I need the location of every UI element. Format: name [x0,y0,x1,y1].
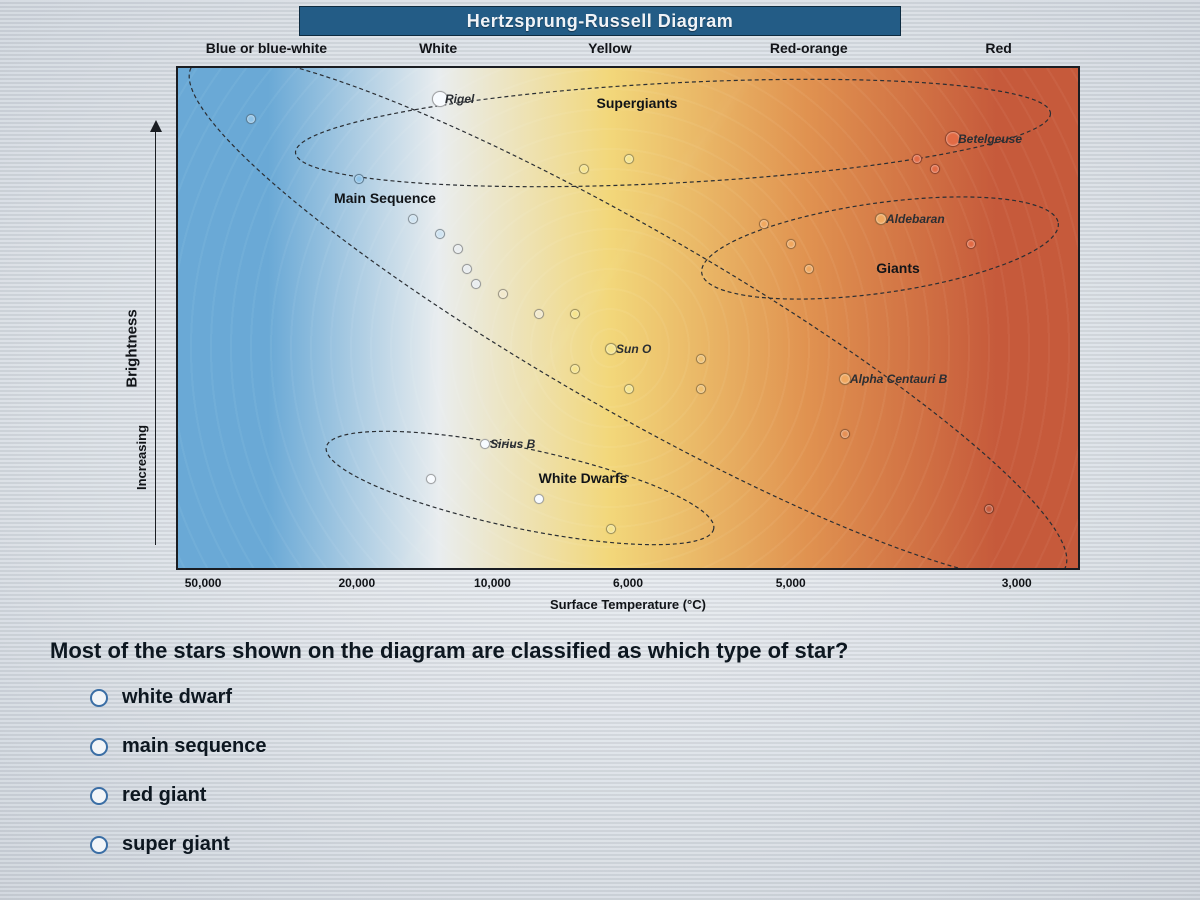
answer-option-super-giant[interactable]: super giant [90,833,1190,856]
spectral-band-label: White [357,40,520,66]
spectral-color-header: Blue or blue-whiteWhiteYellowRed-orangeR… [176,40,1080,66]
hr-plot-area: SupergiantsMain SequenceGiantsWhite Dwar… [176,66,1080,570]
radio-icon[interactable] [90,738,108,756]
answer-option-red-giant[interactable]: red giant [90,784,1190,807]
spectral-band-label: Red [917,40,1080,66]
radio-icon[interactable] [90,787,108,805]
answer-option-label: main sequence [122,735,267,758]
quiz-page: Hertzsprung-Russell Diagram Brightness I… [0,0,1200,900]
spectral-band-label: Red-orange [700,40,917,66]
y-axis-label-outer: Brightness [124,309,141,387]
y-axis-label-inner: Increasing [134,425,149,490]
x-tick-label: 50,000 [185,576,222,590]
hr-diagram: Brightness Increasing Blue or blue-white… [120,40,1080,610]
answer-option-label: super giant [122,833,230,856]
x-tick-label: 6,000 [613,576,643,590]
hr-ray-texture [178,68,1078,568]
x-tick-label: 3,000 [1002,576,1032,590]
x-axis-ticks: 50,000 20,000 10,000 6,000 5,000 3,000 [176,576,1080,594]
answer-option-label: white dwarf [122,686,232,709]
spectral-band-label: Yellow [520,40,701,66]
answer-option-main-sequence[interactable]: main sequence [90,735,1190,758]
x-axis-label: Surface Temperature (°C) [176,597,1080,612]
x-tick-label: 20,000 [338,576,375,590]
x-tick-label: 5,000 [776,576,806,590]
diagram-title: Hertzsprung-Russell Diagram [299,6,901,36]
answer-option-label: red giant [122,784,206,807]
radio-icon[interactable] [90,836,108,854]
x-tick-label: 10,000 [474,576,511,590]
answer-options: white dwarf main sequence red giant super g… [90,686,1190,856]
y-axis-arrow-icon [155,130,156,545]
spectral-band-label: Blue or blue-white [176,40,357,66]
y-axis: Brightness Increasing [115,100,159,570]
radio-icon[interactable] [90,689,108,707]
answer-option-white-dwarf[interactable]: white dwarf [90,686,1190,709]
question-text: Most of the stars shown on the diagram a… [50,638,1150,664]
